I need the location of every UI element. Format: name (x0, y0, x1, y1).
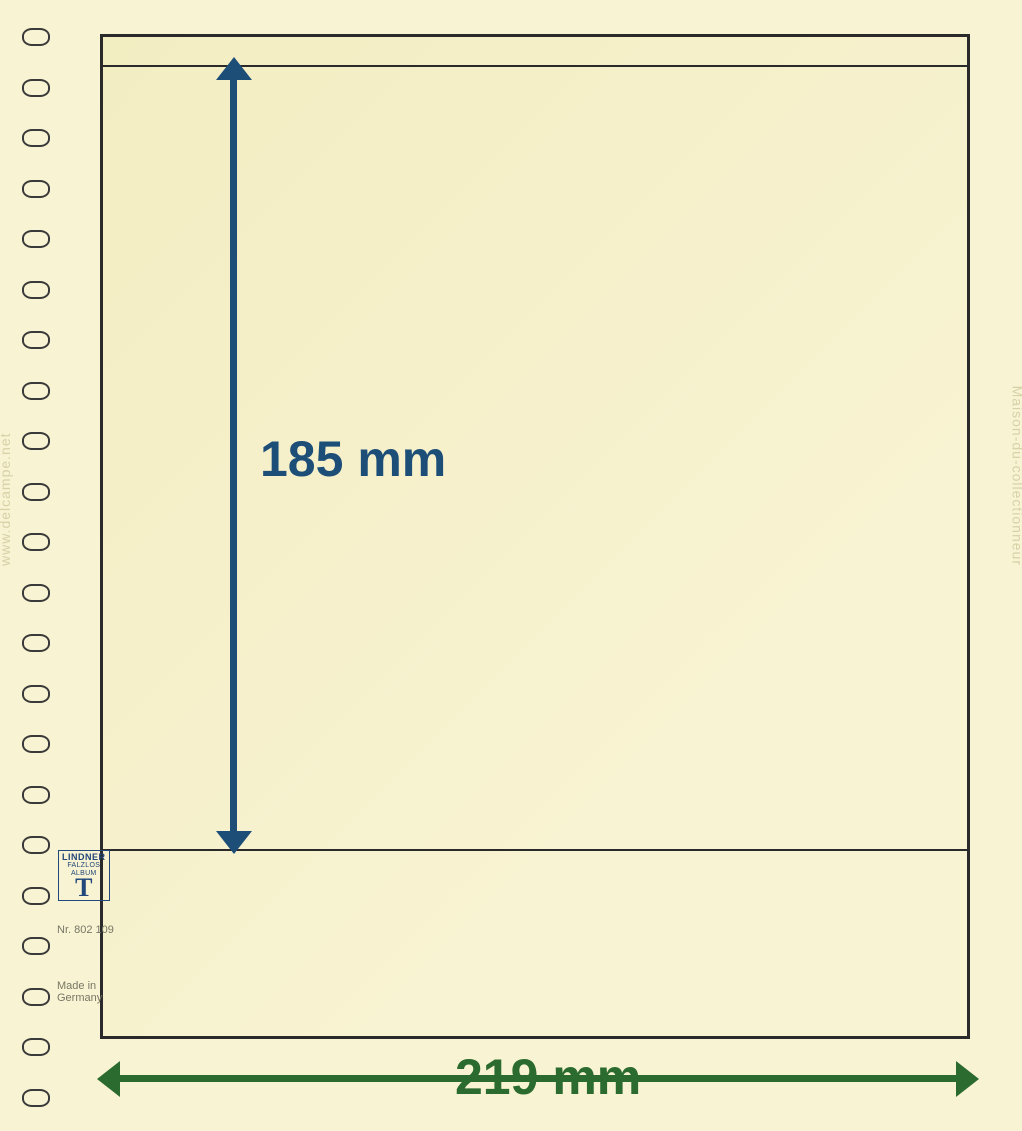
watermark-left: www.delcampe.net (0, 432, 13, 566)
binder-hole (22, 1089, 50, 1107)
width-arrow-head-right (956, 1061, 979, 1097)
binder-hole (22, 230, 50, 248)
binder-hole (22, 988, 50, 1006)
binder-hole (22, 634, 50, 652)
brand-sub1: FALZLOS (62, 862, 106, 869)
binder-hole (22, 331, 50, 349)
product-reference: Nr. 802 109 (57, 924, 114, 936)
made-in-line2: Germany (57, 992, 102, 1004)
watermark-right: Maison-du-collectionneur (1009, 385, 1022, 565)
binder-hole (22, 735, 50, 753)
binder-hole (22, 836, 50, 854)
width-label: 219 mm (455, 1048, 641, 1106)
height-arrow-line (230, 75, 237, 835)
binder-hole (22, 79, 50, 97)
brand-name: LINDNER (62, 853, 106, 862)
binder-hole (22, 584, 50, 602)
binder-hole (22, 533, 50, 551)
binder-hole (22, 432, 50, 450)
made-in-line1: Made in (57, 980, 102, 992)
brand-logo-frame: LINDNERFALZLOSALBUMT (58, 850, 110, 901)
binder-hole (22, 129, 50, 147)
height-arrow-head-up (216, 57, 252, 80)
album-page-diagram: 185 mm 219 mm www.delcampe.net Maison-du-co… (0, 0, 1022, 1131)
binder-hole (22, 1038, 50, 1056)
binder-hole (22, 937, 50, 955)
width-arrow-head-left (97, 1061, 120, 1097)
made-in-label: Made inGermany (57, 980, 102, 1004)
binder-hole (22, 483, 50, 501)
binder-hole (22, 28, 50, 46)
binder-hole (22, 685, 50, 703)
binder-hole (22, 180, 50, 198)
brand-logo: LINDNERFALZLOSALBUMT (58, 850, 110, 901)
height-label: 185 mm (260, 430, 446, 488)
height-arrow-head-down (216, 831, 252, 854)
binder-hole (22, 786, 50, 804)
binder-hole (22, 281, 50, 299)
binder-hole (22, 382, 50, 400)
brand-t-mark: T (62, 877, 106, 899)
binder-hole (22, 887, 50, 905)
